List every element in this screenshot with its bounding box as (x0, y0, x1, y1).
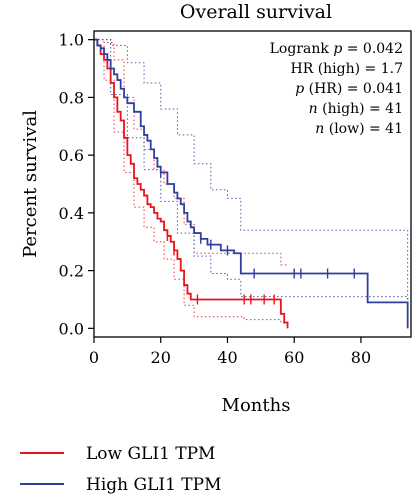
x-axis-label: Months (222, 395, 291, 416)
x-axis-ticks: 0 20 40 60 80 (89, 337, 371, 367)
stats-box: Logrank p = 0.042 HR (high) = 1.7 p (HR)… (270, 41, 403, 137)
plot-frame (93, 30, 412, 338)
legend-label-high: High GLI1 TPM (86, 475, 222, 495)
y-tick-label: 1.0 (59, 31, 84, 50)
plot-area (94, 38, 409, 329)
x-tick-label: 80 (351, 348, 371, 367)
stat-hr: HR (high) = 1.7 (291, 61, 404, 77)
legend-label-low: Low GLI1 TPM (86, 444, 215, 464)
y-tick-label: 0.0 (59, 319, 84, 338)
y-axis-ticks: 0.0 0.2 0.4 0.6 0.8 1.0 (59, 31, 94, 338)
stat-p-hr: p (HR) = 0.041 (295, 81, 403, 97)
survival-curves (94, 38, 409, 329)
confidence-intervals (94, 39, 409, 329)
stat-n-high: n (high) = 41 (309, 101, 403, 117)
ci-lower-low (94, 39, 288, 324)
y-tick-label: 0.6 (59, 146, 84, 165)
y-axis-label: Percent survival (20, 110, 41, 258)
x-tick-label: 40 (217, 348, 237, 367)
ci-lower-high (94, 39, 409, 329)
legend: Low GLI1 TPM High GLI1 TPM (20, 444, 222, 495)
ci-upper-high (94, 39, 409, 303)
stat-n-low: n (low) = 41 (315, 121, 403, 137)
ci-upper-low (94, 39, 288, 266)
x-tick-label: 0 (89, 348, 99, 367)
y-tick-label: 0.8 (59, 88, 84, 107)
x-tick-label: 20 (151, 348, 171, 367)
stat-logrank: Logrank p = 0.042 (270, 41, 403, 57)
censor-marks (160, 167, 355, 305)
x-tick-label: 60 (284, 348, 304, 367)
y-tick-label: 0.4 (59, 204, 84, 223)
survival-curve-low (94, 38, 289, 329)
y-tick-label: 0.2 (59, 262, 84, 281)
survival-curve-high (94, 38, 409, 329)
chart-title: Overall survival (180, 1, 332, 23)
